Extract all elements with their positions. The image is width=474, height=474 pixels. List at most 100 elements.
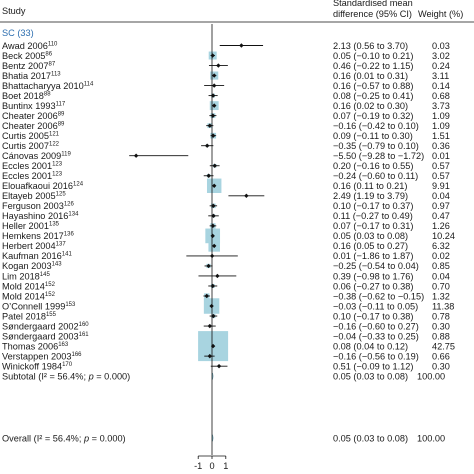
study-name: Mold 2014152 xyxy=(2,281,56,291)
weight-column-header: Weight (%) xyxy=(418,9,463,19)
study-row: Bentz 200787 0.46 (−0.22 to 1.15) 0.24 xyxy=(2,61,450,71)
ci-value: 0.08 (−0.25 to 0.41) xyxy=(333,91,413,101)
study-row: Beck 200586 0.05 (−0.10 to 0.21) 3.02 xyxy=(2,51,450,61)
point-estimate xyxy=(210,93,216,98)
weight-value: 9.91 xyxy=(432,181,450,191)
weight-value: 0.70 xyxy=(432,281,450,291)
study-row: Verstappen 2003166 −0.16 (−0.56 to 0.19) 0… xyxy=(2,351,450,361)
study-row: Eccles 2001123 0.20 (−0.16 to 0.55) 0.57 xyxy=(2,161,450,171)
smd-column-header-line1: Standardised mean xyxy=(333,0,413,8)
study-row: Herbert 2004137 0.16 (0.05 to 0.27) 6.32 xyxy=(2,240,450,252)
point-estimate xyxy=(210,233,215,239)
study-row: Eltayeb 2005125 2.49 (1.19 to 3.79) 0.04 xyxy=(2,191,450,201)
ci-value: 0.20 (−0.16 to 0.55) xyxy=(333,161,413,171)
study-row: Cheater 200689 0.07 (−0.19 to 0.32) 1.09 xyxy=(2,111,450,121)
ci-value: −0.24 (−0.60 to 0.11) xyxy=(333,171,418,181)
ci-value: 2.49 (1.19 to 3.79) xyxy=(333,191,408,201)
weight-value: 0.02 xyxy=(432,251,450,261)
point-estimate xyxy=(210,113,216,118)
weight-value: 0.36 xyxy=(432,141,450,151)
weight-value: 3.02 xyxy=(432,51,450,61)
study-name: Buntinx 1993117 xyxy=(2,101,66,111)
ci-value: 0.06 (−0.27 to 0.38) xyxy=(333,281,413,291)
overall-diamond xyxy=(212,434,214,442)
ci-value: −0.38 (−0.62 to −0.15) xyxy=(333,291,424,301)
ci-value: 0.46 (−0.22 to 1.15) xyxy=(333,61,413,71)
weight-value: 0.78 xyxy=(432,311,450,321)
point-estimate xyxy=(206,173,211,178)
study-row: Kaufman 2016141 0.01 (−1.86 to 1.87) 0.02 xyxy=(2,251,450,261)
weight-value: 0.01 xyxy=(432,151,450,161)
ci-value: −0.04 (−0.33 to 0.25) xyxy=(333,331,419,341)
study-name: Curtis 2005121 xyxy=(2,131,60,141)
x-tick-label: 0 xyxy=(209,461,214,471)
subtotal-diamond xyxy=(212,372,214,380)
table-header: Study Standardised mean difference (95% … xyxy=(2,0,463,19)
study-row: Elouafkaoui 2016124 0.16 (0.11 to 0.21) 9.… xyxy=(2,178,450,194)
point-estimate xyxy=(207,323,212,329)
study-row: Curtis 2007122 −0.35 (−0.79 to 0.10) 0.36 xyxy=(2,141,450,151)
study-name: Mold 2014152 xyxy=(2,291,56,301)
weight-value: 0.04 xyxy=(432,191,450,201)
point-estimate xyxy=(212,83,217,88)
study-name: Lim 2018145 xyxy=(2,271,50,281)
weight-value: 0.57 xyxy=(432,171,450,181)
study-row: Hemkens 2017136 0.05 (0.03 to 0.08) 10.24 xyxy=(2,228,455,244)
group-label: SC (33) xyxy=(2,28,34,38)
weight-value: 0.24 xyxy=(432,61,450,71)
study-name: Søndergaard 2003161 xyxy=(2,331,89,341)
study-name: Eltayeb 2005125 xyxy=(2,191,66,201)
study-name: Heller 2001135 xyxy=(2,221,60,231)
ci-value: −0.35 (−0.79 to 0.10) xyxy=(333,141,419,151)
ci-value: 0.16 (0.01 to 0.31) xyxy=(333,71,408,81)
ci-value: 0.16 (−0.57 to 0.88) xyxy=(333,81,413,91)
study-name: Bhatia 2017113 xyxy=(2,71,61,81)
point-estimate xyxy=(216,363,222,369)
ci-value: 2.13 (0.56 to 3.70) xyxy=(333,41,408,51)
point-estimate xyxy=(204,293,209,299)
ci-value: 0.07 (−0.17 to 0.31) xyxy=(333,221,413,231)
ci-value: 0.16 (0.02 to 0.30) xyxy=(333,101,408,111)
x-axis: -1 0 1 xyxy=(194,24,228,471)
point-estimate xyxy=(212,73,217,78)
point-estimate xyxy=(212,163,217,168)
subtotal-label: Subtotal (I² = 56.4%; p = 0.000) xyxy=(2,371,130,381)
weight-value: 0.03 xyxy=(432,41,450,51)
overall-row: Overall (I² = 56.4%; p = 0.000) 0.05 (0.0… xyxy=(2,433,445,443)
weight-value: 1.32 xyxy=(432,291,450,301)
study-name: Eccles 2001123 xyxy=(2,171,63,181)
point-estimate xyxy=(211,213,216,219)
study-name: Patel 2018155 xyxy=(2,311,57,321)
study-name: Cheater 200689 xyxy=(2,121,65,131)
point-estimate xyxy=(206,263,211,269)
subtotal-weight-value: 100.00 xyxy=(417,371,445,381)
weight-value: 0.66 xyxy=(432,351,450,361)
study-name: Thomas 2006163 xyxy=(2,341,69,351)
study-row: Mold 2014152 0.06 (−0.27 to 0.38) 0.70 xyxy=(2,281,450,291)
study-row: Curtis 2005121 0.09 (−0.11 to 0.30) 1.51 xyxy=(2,131,450,141)
weight-value: 0.47 xyxy=(432,211,450,221)
study-row: Ferguson 2003126 0.10 (−0.17 to 0.37) 0.97 xyxy=(2,201,450,211)
weight-value: 3.73 xyxy=(432,101,450,111)
study-row: Boet 201888 0.08 (−0.25 to 0.41) 0.68 xyxy=(2,91,450,101)
weight-value: 1.51 xyxy=(432,131,450,141)
weight-value: 10.24 xyxy=(432,231,455,241)
study-row: Lim 2018145 0.39 (−0.98 to 1.76) 0.04 xyxy=(2,271,450,281)
ci-value: 0.16 (0.11 to 0.21) xyxy=(333,181,407,191)
point-estimate xyxy=(204,143,210,148)
ci-value: −5.50 (−9.28 to −1.72) xyxy=(333,151,424,161)
point-estimate xyxy=(215,273,220,279)
study-name: Hemkens 2017136 xyxy=(2,231,74,241)
study-row: Heller 2001135 0.07 (−0.17 to 0.31) 1.26 xyxy=(2,221,450,231)
ci-value: 0.51 (−0.09 to 1.12) xyxy=(333,361,413,371)
study-name: Søndergaard 2002160 xyxy=(2,321,89,331)
study-name: Bhattacharyya 2010114 xyxy=(2,81,94,91)
ci-value: −0.16 (−0.56 to 0.19) xyxy=(333,351,419,361)
study-column-header: Study xyxy=(2,6,26,16)
ci-value: 0.01 (−1.86 to 1.87) xyxy=(333,251,413,261)
weight-value: 3.11 xyxy=(432,71,449,81)
x-tick-label: -1 xyxy=(194,461,202,471)
weight-value: 0.30 xyxy=(432,361,450,371)
point-estimate xyxy=(209,303,214,309)
